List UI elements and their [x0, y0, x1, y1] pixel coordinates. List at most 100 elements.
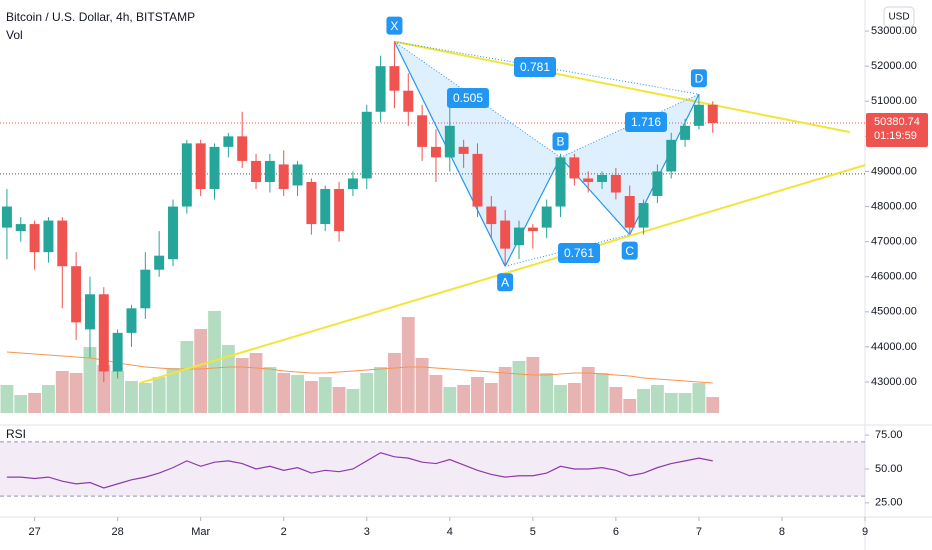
volume-bar	[457, 385, 471, 413]
volume-bar	[69, 373, 83, 413]
volume-bar	[706, 397, 720, 413]
volume-bar	[332, 387, 346, 413]
candle-body	[43, 220, 54, 253]
volume-bar	[14, 395, 28, 413]
volume-bar	[277, 373, 291, 413]
ratio-box	[625, 112, 667, 132]
volume-bar	[637, 389, 650, 413]
volume-bar	[692, 383, 706, 413]
volume-bar	[526, 357, 540, 413]
vol-label: Vol	[6, 28, 23, 42]
candle-body	[320, 188, 331, 225]
y-tick-label: 48000.00	[871, 200, 917, 212]
candle-body	[168, 206, 178, 260]
candle-body	[84, 294, 95, 330]
candle-body	[514, 227, 524, 246]
candle-body	[638, 203, 649, 228]
candle-body	[472, 153, 483, 207]
candle-body	[237, 136, 248, 161]
volume-bar	[540, 373, 554, 413]
volume-bar	[581, 367, 595, 413]
volume-bar	[388, 353, 401, 413]
x-tick-label: 27	[28, 526, 40, 538]
volume-bar	[484, 383, 498, 413]
volume-ma-line	[6, 351, 713, 384]
y-tick-label: 43000.00	[871, 376, 917, 388]
candle-body	[306, 181, 317, 225]
volume-bar	[28, 393, 42, 413]
volume-bar	[595, 373, 609, 413]
y-tick-label: 49000.00	[871, 165, 917, 177]
x-tick-label: 28	[112, 526, 124, 538]
candle-body	[403, 90, 414, 112]
volume-bar	[249, 353, 263, 413]
candle-body	[666, 139, 677, 172]
candle-body	[707, 104, 718, 123]
x-tick-label: 4	[447, 526, 453, 538]
candle-body	[15, 224, 26, 232]
candle-body	[98, 294, 109, 372]
candle-body	[209, 146, 220, 189]
x-tick-label: 5	[530, 526, 536, 538]
volume-bar	[609, 387, 623, 413]
candle-body	[541, 206, 552, 228]
volume-bar	[55, 371, 69, 413]
ratio-box	[558, 243, 600, 263]
volume-bar	[152, 377, 166, 413]
pattern-leg	[504, 157, 562, 267]
candle-body	[264, 160, 275, 182]
trendline	[394, 40, 850, 134]
volume-bar	[235, 358, 249, 413]
x-tick-label: 7	[696, 526, 702, 538]
candle-body	[1, 206, 12, 228]
x-tick-label: 9	[862, 526, 868, 538]
pattern-point-box	[386, 16, 403, 35]
pattern-point-box	[552, 132, 569, 151]
candle-body	[112, 332, 123, 372]
y-tick-label: 51000.00	[871, 95, 917, 107]
pattern-point-box	[497, 273, 514, 292]
rsi-tick-label: 25.00	[875, 497, 903, 509]
volume-bar	[401, 317, 415, 413]
volume-bar	[429, 375, 443, 413]
volume-bar	[166, 368, 180, 413]
volume-bar	[180, 341, 194, 413]
candle-body	[57, 220, 68, 267]
pattern-ratio-line	[394, 41, 700, 95]
volume-bar	[374, 367, 388, 413]
symbol-title: Bitcoin / U.S. Dollar, 4h, BITSTAMP	[6, 10, 195, 24]
candle-body	[680, 125, 691, 140]
rsi-line	[6, 452, 713, 489]
candle-body	[624, 196, 635, 228]
pattern-point-label: A	[501, 275, 509, 289]
candle-body	[597, 174, 608, 182]
candle-body	[126, 308, 137, 333]
candle-body	[334, 188, 345, 232]
ratio-label: 0.781	[520, 60, 550, 74]
pattern-ratio-line	[394, 41, 561, 158]
candle-body	[693, 104, 704, 126]
candle-body	[458, 146, 469, 154]
candle-body	[140, 269, 151, 309]
currency-label[interactable]: USD	[888, 12, 909, 23]
volume-bar	[443, 387, 457, 413]
currency-button[interactable]	[883, 6, 915, 28]
volume-bar	[471, 377, 484, 413]
candle-body	[652, 171, 663, 197]
ratio-box	[514, 57, 556, 77]
volume-bar	[346, 389, 360, 413]
volume-bar	[623, 399, 637, 413]
volume-bar	[360, 373, 374, 413]
candle-body	[292, 164, 303, 186]
volume-bar	[318, 377, 332, 413]
pattern-ratio-line	[560, 93, 700, 158]
pattern-point-label: X	[390, 19, 398, 33]
volume-bar	[512, 361, 526, 413]
volume-bar	[678, 393, 692, 413]
pattern-point-box	[690, 69, 707, 88]
x-tick-label: 6	[613, 526, 619, 538]
pattern-point-label: B	[557, 135, 565, 149]
ratio-label: 0.761	[564, 246, 594, 260]
candle-body	[486, 206, 497, 225]
